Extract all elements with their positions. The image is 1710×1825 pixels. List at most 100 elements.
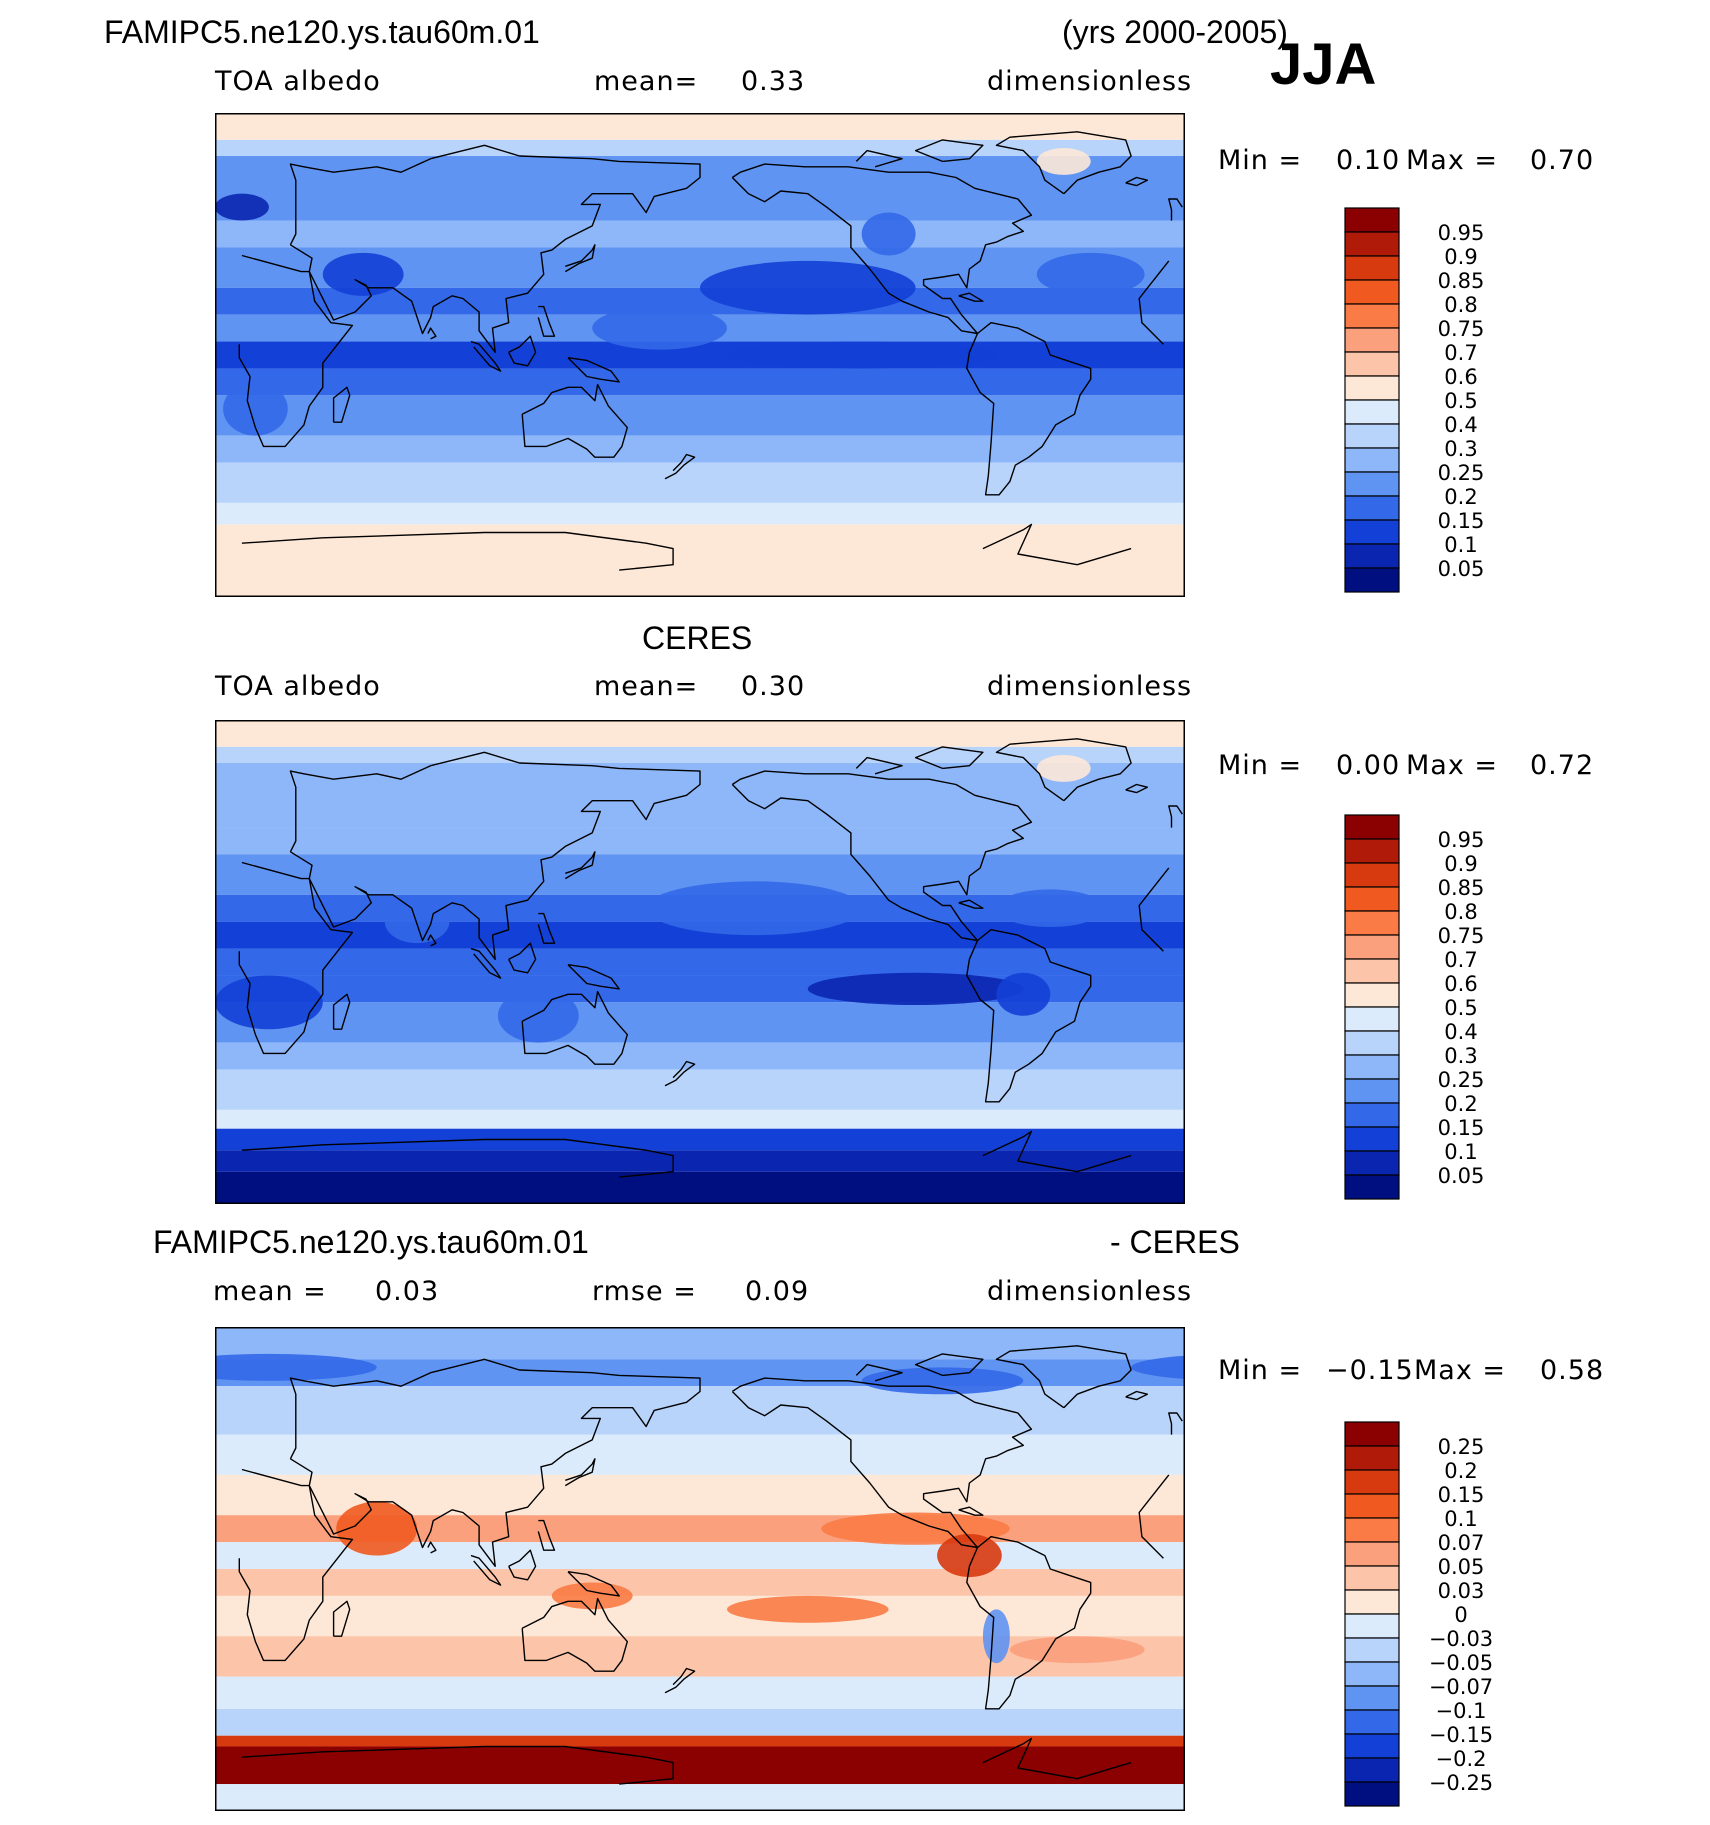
- coastline: [995, 131, 1132, 195]
- contour-region: [646, 881, 862, 936]
- colorbar-swatch: [1344, 399, 1400, 425]
- contour-band: [215, 1708, 1185, 1736]
- panel-1-min-value: 0.10: [1336, 145, 1401, 176]
- colorbar-swatch: [1344, 1541, 1400, 1567]
- colorbar-swatch: [1344, 1685, 1400, 1711]
- map-frame: [215, 1327, 1185, 1811]
- panel-3-mean-value: 0.03: [375, 1276, 440, 1307]
- colorbar-tick-label: 0.15: [1438, 1116, 1485, 1140]
- colorbar-swatch: [1344, 838, 1400, 864]
- years-label: (yrs 2000-2005): [1062, 14, 1288, 50]
- panel-3-mean-label: mean =: [213, 1276, 327, 1307]
- coastline: [564, 244, 596, 273]
- panel-2-title: CERES: [642, 620, 753, 656]
- coastline: [958, 1506, 984, 1516]
- colorbar-swatch: [1344, 1613, 1400, 1639]
- contour-region: [996, 972, 1051, 1016]
- colorbar-tick-label: 0.4: [1444, 413, 1477, 437]
- coastline: [1125, 1390, 1148, 1401]
- colorbar-swatch: [1344, 1757, 1400, 1783]
- coastline: [289, 751, 701, 960]
- panel-1-units: dimensionless: [987, 66, 1193, 97]
- colorbar-swatch: [1344, 862, 1400, 888]
- panel-1-variable: TOA albedo: [215, 66, 381, 97]
- coastline: [664, 453, 696, 480]
- colorbar-tick-label: 0.95: [1438, 221, 1485, 245]
- panel-3-rmse-value: 0.09: [745, 1276, 810, 1307]
- colorbar-tick-label: 0.75: [1438, 317, 1485, 341]
- colorbar-tick-label: 0.9: [1444, 852, 1477, 876]
- colorbar-swatch: [1344, 1469, 1400, 1495]
- coastline: [966, 322, 1092, 496]
- colorbar-tick-label: −0.03: [1429, 1627, 1493, 1651]
- contour-band: [215, 746, 1185, 764]
- colorbar-tick-label: 0.1: [1444, 1507, 1477, 1531]
- colorbar-swatch: [1344, 1661, 1400, 1687]
- coastline: [564, 851, 596, 880]
- contour-region: [1036, 754, 1091, 782]
- coastline: [241, 1737, 1132, 1785]
- contour-band: [215, 948, 1185, 976]
- coastline: [289, 144, 701, 353]
- coastline: [521, 990, 628, 1065]
- colorbar-swatch: [1344, 423, 1400, 449]
- colorbar-tick-label: 0.1: [1444, 1140, 1477, 1164]
- contour-band: [215, 1676, 1185, 1709]
- contour-region: [551, 1582, 633, 1610]
- map-svg: [215, 1327, 1185, 1811]
- contour-region: [497, 988, 579, 1043]
- contour-region: [215, 193, 269, 221]
- contour-region: [861, 1367, 1024, 1395]
- coastline: [1168, 198, 1183, 221]
- colorbar-swatch: [1344, 1733, 1400, 1759]
- coastline: [427, 1541, 437, 1554]
- panel-2-mean-value: 0.30: [741, 671, 806, 702]
- panel-3-min-value: −0.15: [1326, 1355, 1414, 1386]
- coastline: [427, 327, 437, 340]
- colorbar-tick-label: 0.3: [1444, 1044, 1477, 1068]
- contour-band: [215, 1150, 1185, 1172]
- colorbar-tick-label: 0.07: [1438, 1531, 1485, 1555]
- colorbar-tick-label: 0.4: [1444, 1020, 1477, 1044]
- contour-band: [215, 1746, 1185, 1785]
- colorbar-tick-label: 0.25: [1438, 461, 1485, 485]
- colorbar-swatch: [1344, 231, 1400, 257]
- contour-region: [336, 1501, 418, 1556]
- coastline: [1125, 176, 1148, 187]
- panel-2-min-value: 0.00: [1336, 750, 1401, 781]
- coastline: [731, 163, 1033, 335]
- colorbar-swatch: [1344, 1078, 1400, 1104]
- panel-3-rmse-label: rmse =: [592, 1276, 697, 1307]
- contour-region: [1131, 1355, 1185, 1379]
- colorbar-swatch: [1344, 303, 1400, 329]
- contour-band: [215, 139, 1185, 157]
- colorbar-swatch: [1344, 1709, 1400, 1735]
- coastline: [1168, 1412, 1183, 1435]
- colorbar-swatch: [1344, 351, 1400, 377]
- colorbar-swatch: [1344, 958, 1400, 984]
- colorbar-tick-label: 0.15: [1438, 1483, 1485, 1507]
- colorbar-tick-label: 0.15: [1438, 509, 1485, 533]
- colorbar-tick-label: 0.95: [1438, 828, 1485, 852]
- coastline: [855, 756, 903, 775]
- colorbar-swatch: [1344, 886, 1400, 912]
- coastline: [995, 1345, 1132, 1409]
- coastline: [521, 383, 628, 458]
- contour-band: [215, 220, 1185, 248]
- panel-3-title-right: - CERES: [1110, 1224, 1240, 1260]
- panel-3-max-value: 0.58: [1540, 1355, 1605, 1386]
- contour-region: [1009, 1636, 1145, 1664]
- coastline: [470, 947, 502, 979]
- contour-band: [215, 368, 1185, 396]
- colorbar-tick-label: −0.07: [1429, 1675, 1493, 1699]
- colorbar-tick-label: 0.75: [1438, 924, 1485, 948]
- colorbar-tick-label: 0.2: [1444, 1459, 1477, 1483]
- contour-band: [215, 1171, 1185, 1204]
- colorbar-tick-label: 0.7: [1444, 341, 1477, 365]
- colorbar-tick-label: 0.6: [1444, 365, 1477, 389]
- colorbar-tick-label: 0.3: [1444, 437, 1477, 461]
- colorbar-swatch: [1344, 1006, 1400, 1032]
- coastline: [241, 523, 1132, 571]
- panel-1-colorbar: 0.95 0.9 0.85 0.8 0.75 0.7 0.6 0.5 0.4 0.3 0.25 0.2…: [1344, 207, 1494, 593]
- coastline: [537, 305, 556, 337]
